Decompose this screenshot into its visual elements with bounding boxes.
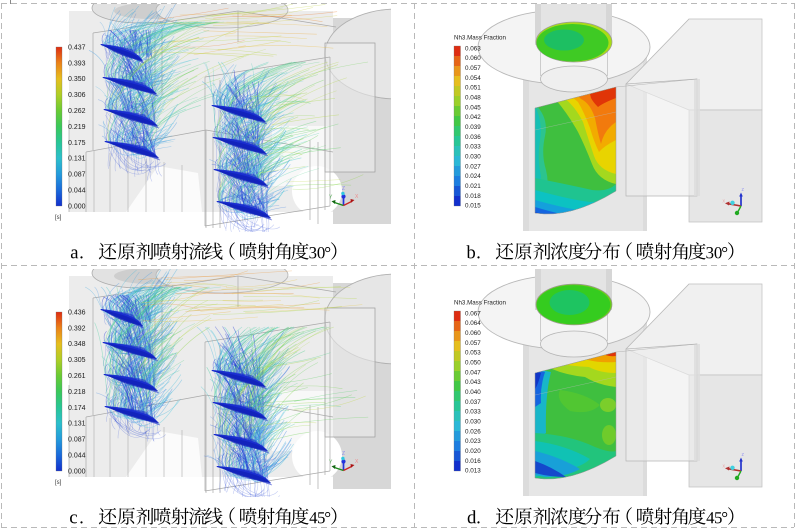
svg-text:0.054: 0.054	[465, 75, 481, 82]
svg-text:Nh3.Mass Fraction: Nh3.Mass Fraction	[454, 35, 506, 42]
svg-text:0.219: 0.219	[68, 124, 86, 131]
svg-text:0.042: 0.042	[465, 114, 481, 121]
svg-text:0.044: 0.044	[68, 453, 86, 460]
svg-text:0.087: 0.087	[68, 172, 86, 179]
svg-text:Y: Y	[329, 460, 333, 466]
svg-text:0.033: 0.033	[465, 409, 481, 416]
svg-text:[s]: [s]	[55, 215, 62, 221]
svg-text:0.033: 0.033	[465, 144, 481, 151]
svg-text:0.053: 0.053	[465, 350, 481, 357]
svg-text:z: z	[742, 187, 745, 193]
svg-text:0.021: 0.021	[465, 183, 481, 190]
svg-text:0.057: 0.057	[465, 65, 481, 72]
svg-text:0.436: 0.436	[68, 309, 86, 316]
svg-text:0.305: 0.305	[68, 357, 86, 364]
svg-text:0.044: 0.044	[68, 188, 86, 195]
svg-text:x: x	[723, 199, 726, 205]
svg-text:z: z	[742, 452, 745, 458]
svg-text:0.063: 0.063	[465, 45, 481, 52]
svg-text:[s]: [s]	[55, 480, 62, 486]
svg-text:0.018: 0.018	[465, 193, 481, 200]
svg-text:0.261: 0.261	[68, 373, 86, 380]
svg-text:Z: Z	[342, 451, 345, 457]
svg-text:Nh3.Mass Fraction: Nh3.Mass Fraction	[454, 300, 506, 307]
svg-text:0.026: 0.026	[465, 428, 481, 435]
svg-text:0.030: 0.030	[465, 419, 481, 426]
svg-text:0.306: 0.306	[68, 92, 86, 99]
svg-text:0.037: 0.037	[465, 399, 481, 406]
svg-text:0.020: 0.020	[465, 448, 481, 455]
svg-text:0.048: 0.048	[465, 95, 481, 102]
svg-text:0.218: 0.218	[68, 389, 86, 396]
svg-text:0.050: 0.050	[465, 360, 481, 367]
svg-text:0.023: 0.023	[465, 438, 481, 445]
svg-text:0.016: 0.016	[465, 458, 481, 465]
svg-text:0.051: 0.051	[465, 85, 481, 92]
svg-text:0.013: 0.013	[465, 468, 481, 475]
svg-text:x: x	[723, 464, 726, 470]
svg-text:0.350: 0.350	[68, 76, 86, 83]
svg-text:X: X	[355, 194, 359, 200]
svg-text:0.043: 0.043	[465, 379, 481, 386]
svg-text:0.064: 0.064	[465, 320, 481, 327]
svg-text:0.175: 0.175	[68, 140, 86, 147]
svg-text:0.437: 0.437	[68, 44, 86, 51]
svg-text:0.039: 0.039	[465, 124, 481, 131]
svg-text:0.067: 0.067	[465, 310, 481, 317]
svg-text:0.131: 0.131	[68, 156, 86, 163]
svg-text:0.000: 0.000	[68, 203, 86, 210]
svg-text:Y: Y	[329, 195, 333, 201]
svg-text:0.060: 0.060	[465, 330, 481, 337]
svg-text:0.015: 0.015	[465, 203, 481, 210]
svg-text:0.348: 0.348	[68, 341, 86, 348]
svg-text:0.174: 0.174	[68, 405, 86, 412]
svg-text:0.036: 0.036	[465, 134, 481, 141]
svg-text:0.262: 0.262	[68, 108, 86, 115]
svg-text:0.392: 0.392	[68, 325, 86, 332]
svg-text:0.027: 0.027	[465, 163, 481, 170]
svg-text:Z: Z	[342, 186, 345, 192]
svg-text:0.057: 0.057	[465, 340, 481, 347]
svg-text:X: X	[355, 459, 359, 465]
svg-text:0.087: 0.087	[68, 437, 86, 444]
svg-text:0.131: 0.131	[68, 421, 86, 428]
svg-text:0.030: 0.030	[465, 154, 481, 161]
svg-text:0.040: 0.040	[465, 389, 481, 396]
svg-text:0.000: 0.000	[68, 468, 86, 475]
svg-text:0.045: 0.045	[465, 104, 481, 111]
svg-text:0.060: 0.060	[465, 55, 481, 62]
svg-text:0.047: 0.047	[465, 369, 481, 376]
svg-text:0.393: 0.393	[68, 60, 86, 67]
svg-text:0.024: 0.024	[465, 173, 481, 180]
